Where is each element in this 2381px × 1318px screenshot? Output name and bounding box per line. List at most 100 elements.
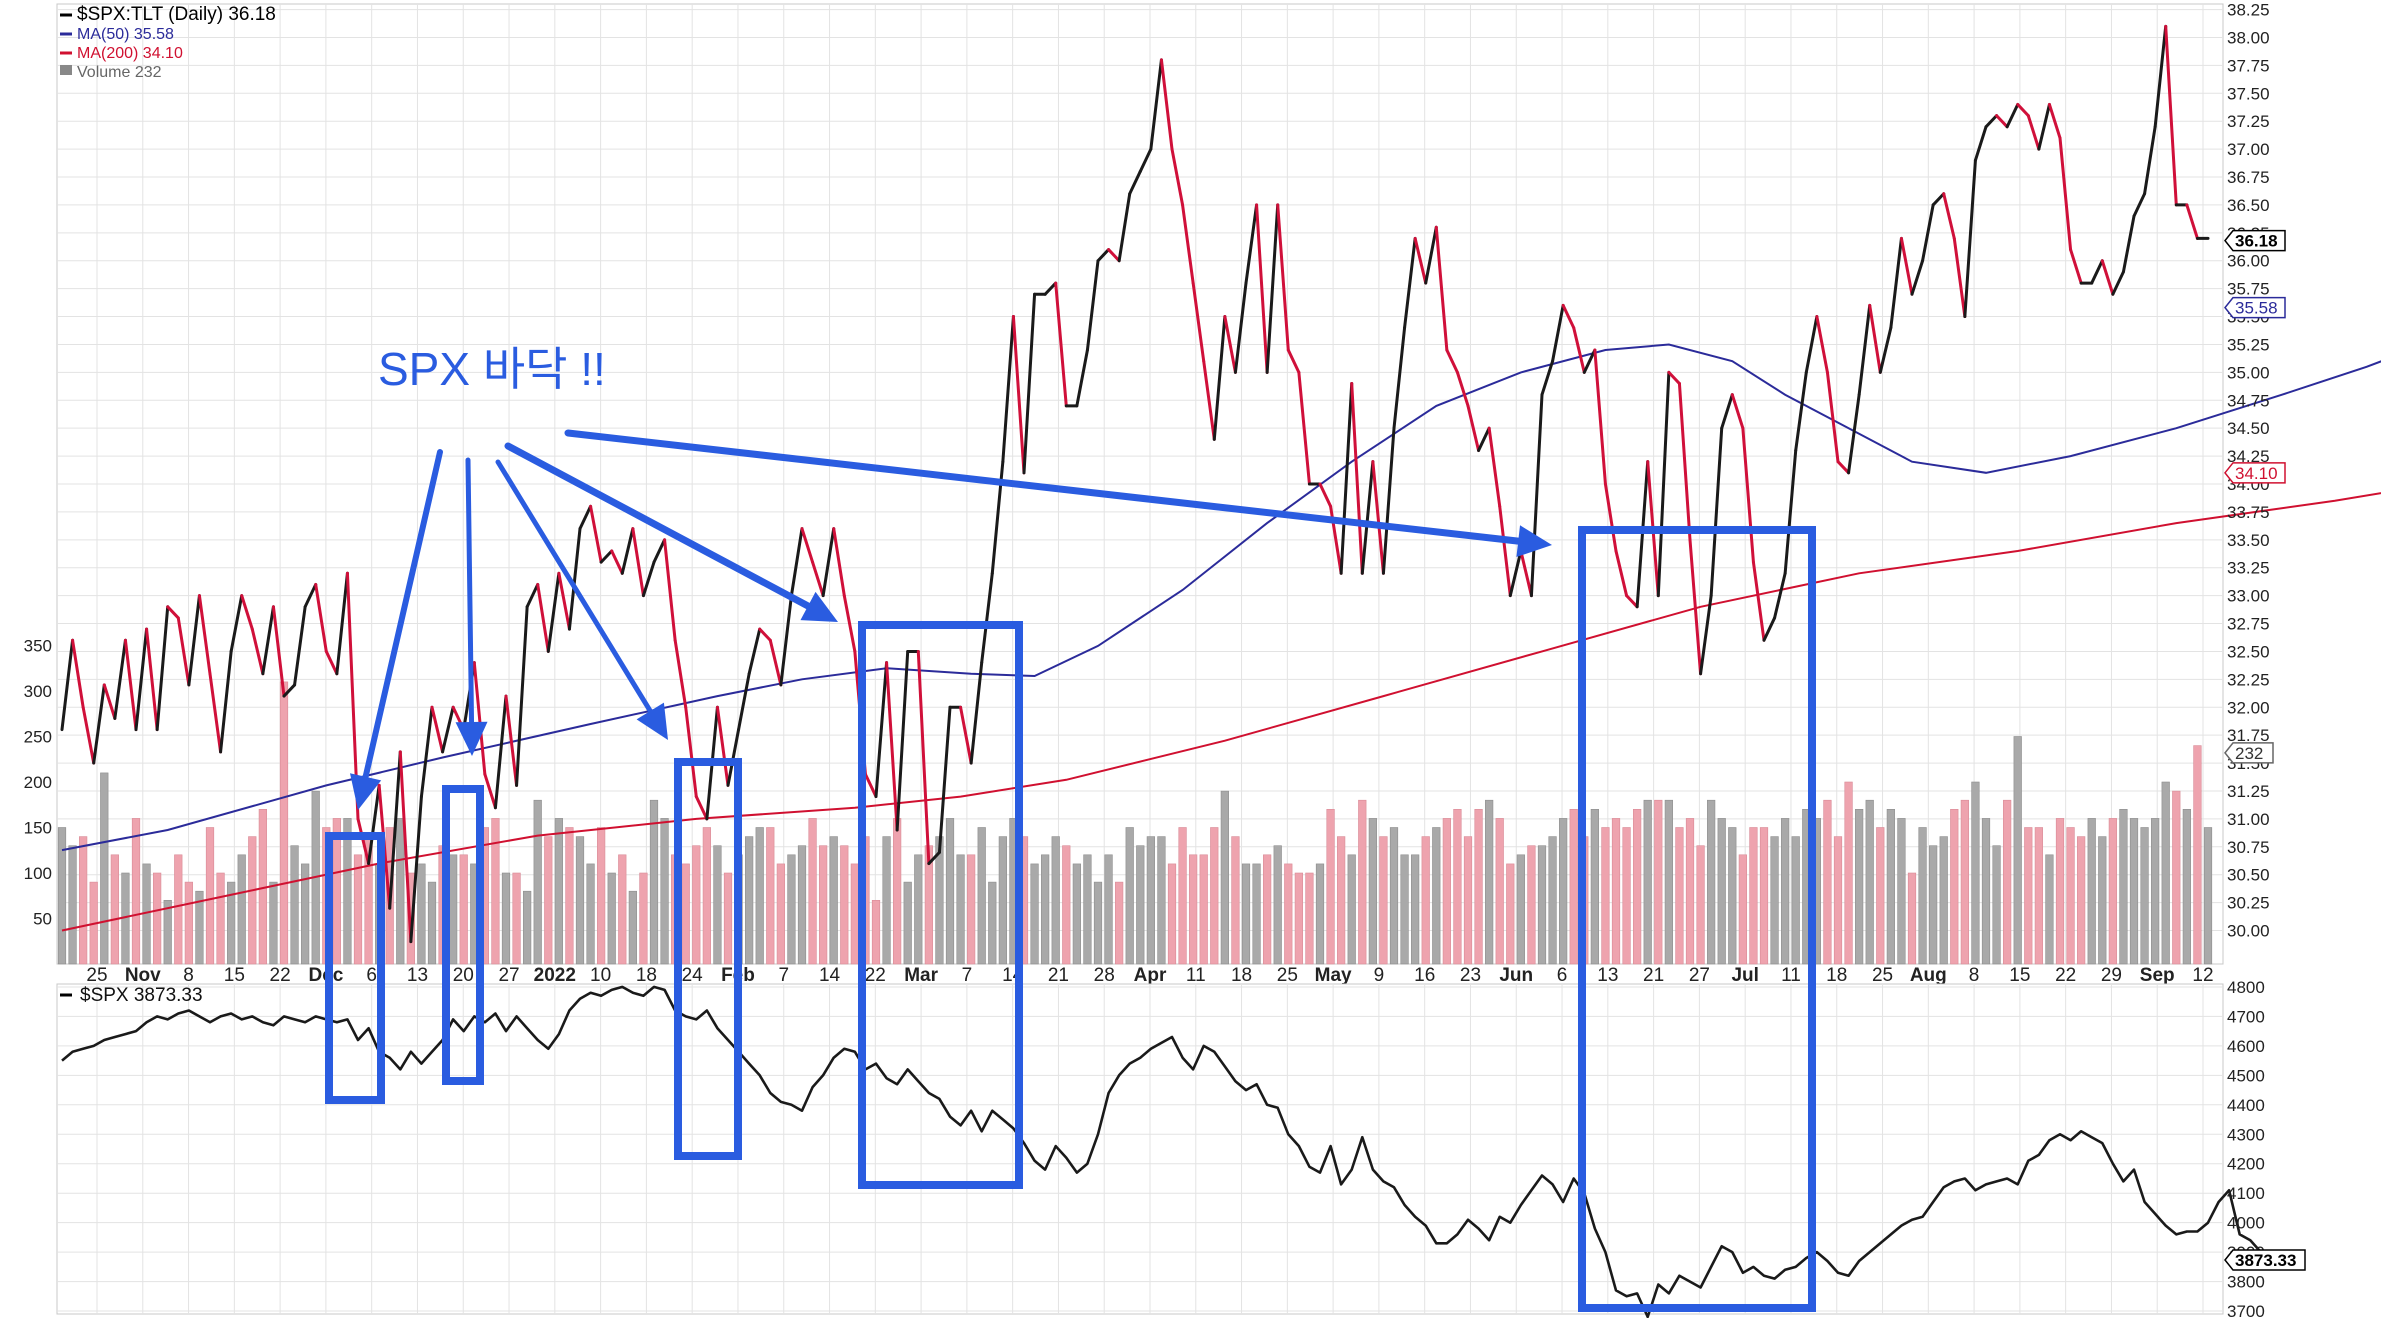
volume-bar xyxy=(163,899,172,965)
ratio-segment xyxy=(1286,348,1301,374)
volume-bar xyxy=(1051,836,1060,965)
ratio-segment xyxy=(2164,24,2178,207)
highlight-box xyxy=(1578,526,1816,1312)
ratio-segment xyxy=(1276,203,1290,352)
volume-bar xyxy=(396,818,405,965)
ratio-tick-label: 36.00 xyxy=(2227,252,2270,271)
ratio-segment xyxy=(1836,460,1851,475)
ratio-segment xyxy=(2058,136,2073,252)
volume-bar xyxy=(1453,808,1462,965)
volume-bar xyxy=(427,881,437,965)
volume-bar xyxy=(766,827,775,965)
ratio-tick-label: 33.25 xyxy=(2227,559,2270,578)
volume-bar xyxy=(1654,799,1663,965)
ratio-segment xyxy=(176,616,191,687)
volume-bar xyxy=(1823,799,1832,965)
ratio-segment xyxy=(1540,359,1555,397)
volume-bar xyxy=(967,854,976,965)
volume-bar xyxy=(1728,827,1737,965)
volume-bar xyxy=(353,854,363,965)
ratio-segment xyxy=(980,571,994,665)
ratio-segment xyxy=(2090,259,2104,285)
ratio-segment xyxy=(673,638,688,709)
volume-bar xyxy=(649,799,659,965)
volume-bar xyxy=(1263,854,1272,965)
volume-bar xyxy=(840,845,849,965)
spx-tick-label: 4600 xyxy=(2227,1037,2265,1056)
value-marker-label: 36.18 xyxy=(2235,232,2278,251)
volume-bar xyxy=(702,827,711,965)
volume-bar xyxy=(1125,827,1134,965)
volume-bar xyxy=(1844,781,1853,965)
value-marker-box xyxy=(2224,462,2286,484)
ratio-segment xyxy=(1487,426,1502,508)
ratio-segment xyxy=(800,527,815,564)
ratio-segment xyxy=(240,594,254,631)
volume-bar xyxy=(501,872,511,965)
volume-bar xyxy=(1368,818,1377,965)
volume-bar xyxy=(153,872,162,965)
ratio-segment xyxy=(715,705,730,787)
volume-bar xyxy=(1210,827,1219,965)
ratio-segment xyxy=(1255,203,1269,374)
ratio-segment xyxy=(895,649,910,832)
volume-bar xyxy=(1273,845,1282,965)
volume-bar xyxy=(2087,818,2096,965)
ratio-segment xyxy=(1202,359,1216,441)
ratio-segment xyxy=(663,538,677,642)
ratio-segment xyxy=(1339,382,1354,575)
volume-bar xyxy=(269,881,278,965)
ratio-tick-label: 35.00 xyxy=(2227,363,2270,382)
ratio-segment xyxy=(1847,393,1861,475)
volume-bar xyxy=(1516,854,1525,965)
volume-bar xyxy=(1411,854,1420,965)
volume-bar xyxy=(184,881,193,965)
ratio-segment xyxy=(2143,125,2157,196)
volume-tick-label: 300 xyxy=(24,682,52,701)
ratio-segment xyxy=(1181,203,1195,285)
volume-tick-label: 350 xyxy=(24,637,52,656)
volume-bar xyxy=(227,881,236,965)
spx-line xyxy=(61,985,2273,1318)
ratio-segment xyxy=(779,594,793,687)
date-tick-label: Jun xyxy=(1499,965,1533,986)
volume-tick-label: 250 xyxy=(24,728,52,747)
ratio-segment xyxy=(885,661,899,832)
ratio-segment xyxy=(102,683,117,720)
ratio-segment xyxy=(187,594,201,687)
ratio-segment xyxy=(271,605,286,698)
volume-bar xyxy=(723,872,733,965)
volume-bar xyxy=(1485,799,1494,965)
volume-bar xyxy=(79,836,88,965)
volume-bar xyxy=(829,836,838,965)
ratio-segment xyxy=(1434,225,1449,352)
date-tick-label: 27 xyxy=(1689,965,1710,986)
ratio-segment xyxy=(1159,58,1174,151)
ratio-segment xyxy=(504,694,519,787)
volume-marker-box xyxy=(2224,742,2274,764)
ratio-tick-label: 31.75 xyxy=(2227,726,2270,745)
volume-bar xyxy=(216,872,225,965)
volume-bar xyxy=(237,854,246,965)
ratio-tick-label: 37.75 xyxy=(2227,56,2270,75)
volume-bar xyxy=(1506,863,1515,965)
ratio-segment xyxy=(1466,404,1481,453)
ratio-segment xyxy=(1413,236,1428,285)
ratio-tick-label: 33.00 xyxy=(2227,587,2270,606)
ratio-segment xyxy=(874,661,889,799)
legend-label: MA(200) 34.10 xyxy=(77,45,183,62)
volume-bar xyxy=(597,827,606,965)
ratio-segment xyxy=(1878,326,1893,374)
ratio-segment xyxy=(842,594,857,653)
ratio-segment xyxy=(641,560,656,598)
volume-bar xyxy=(2013,736,2022,965)
volume-bar xyxy=(755,827,764,965)
value-marker-label: 35.58 xyxy=(2235,299,2278,318)
ratio-segment xyxy=(631,527,645,598)
ratio-segment xyxy=(1984,114,1999,129)
volume-bar xyxy=(1876,827,1885,965)
volume-bar xyxy=(68,845,77,965)
ratio-tick-label: 32.25 xyxy=(2227,670,2270,689)
volume-bar xyxy=(417,863,426,965)
